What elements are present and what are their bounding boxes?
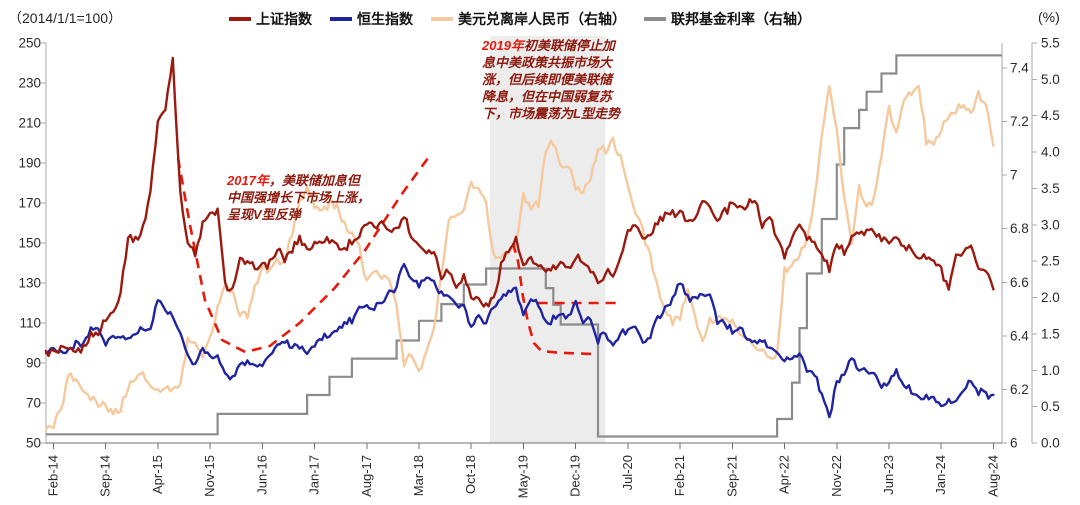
x-axis-tick-label: Dec-19 bbox=[568, 455, 583, 497]
y-axis-left-tick-label: 70 bbox=[26, 396, 41, 411]
hsi-line-marker-icon bbox=[330, 17, 352, 21]
x-axis-tick-label: Mar-18 bbox=[411, 455, 426, 496]
annotation-2017: 2017年，美联储加息但 中国强增长下市场上涨， 呈现V型反弹 bbox=[227, 172, 397, 223]
y-axis-cnh-tick-label: 7.2 bbox=[1010, 114, 1029, 129]
y-axis-cnh-tick-label: 6.8 bbox=[1010, 221, 1029, 236]
shaded-band-2019 bbox=[489, 36, 606, 443]
y-axis-ffr-tick-label: 3.5 bbox=[1041, 181, 1060, 196]
y-axis-left-tick-label: 250 bbox=[18, 36, 41, 51]
y-axis-ffr-tick-label: 1.5 bbox=[1041, 326, 1060, 341]
y-axis-ffr-tick-label: 2.0 bbox=[1041, 290, 1060, 305]
left-axis-note: （2014/1/1=100） bbox=[8, 10, 123, 26]
cnh-line-marker-icon bbox=[431, 17, 453, 21]
annotation-2019-year: 2019年 bbox=[482, 38, 524, 53]
legend-item-cnh: 美元兑离岸人民币（右轴） bbox=[431, 9, 626, 29]
series-fed-funds-rate-line bbox=[46, 54, 1002, 438]
legend-label: 恒生指数 bbox=[357, 11, 413, 27]
y-axis-ffr-tick-label: 5.0 bbox=[1041, 72, 1060, 87]
legend: 上证指数 恒生指数 美元兑离岸人民币（右轴） 联邦基金利率（右轴） bbox=[229, 9, 811, 29]
y-axis-cnh-tick-label: 6.2 bbox=[1010, 382, 1029, 397]
y-axis-left-tick-label: 170 bbox=[18, 196, 41, 211]
annotation-2017-year: 2017年 bbox=[227, 173, 269, 188]
x-axis-tick-label: Apr-15 bbox=[150, 455, 165, 494]
x-axis-tick-label: Jul-20 bbox=[620, 455, 635, 490]
y-axis-ffr-tick-label: 5.5 bbox=[1041, 36, 1060, 51]
annotation-2019: 2019年初美联储停止加 息中美政策共振市场大 涨，但后续即便美联储 降息，但在… bbox=[482, 37, 632, 122]
x-axis-tick-label: Sep-14 bbox=[98, 455, 113, 497]
x-axis-tick-label: May-19 bbox=[515, 455, 530, 498]
x-axis-tick-label: Feb-14 bbox=[45, 455, 60, 496]
x-axis-tick-label: Aug-24 bbox=[985, 455, 1000, 497]
x-axis-tick-label: Sep-21 bbox=[724, 455, 739, 497]
y-axis-cnh-tick-label: 6.4 bbox=[1010, 328, 1029, 343]
legend-item-hsi: 恒生指数 bbox=[330, 9, 413, 29]
y-axis-left-tick-label: 190 bbox=[18, 156, 41, 171]
legend-label: 美元兑离岸人民币（右轴） bbox=[458, 11, 626, 27]
sse-line-marker-icon bbox=[229, 17, 251, 21]
series-usdcnh-line bbox=[44, 84, 995, 431]
ffr-line-marker-icon bbox=[644, 17, 666, 21]
legend-item-sse: 上证指数 bbox=[229, 9, 312, 29]
x-axis-tick-label: Jan-24 bbox=[933, 455, 948, 495]
x-axis-tick-label: Jun-23 bbox=[881, 455, 896, 495]
legend-label: 联邦基金利率（右轴） bbox=[671, 11, 811, 27]
y-axis-left-tick-label: 150 bbox=[18, 236, 41, 251]
y-axis-ffr-tick-label: 1.0 bbox=[1041, 363, 1060, 378]
y-axis-left-tick-label: 230 bbox=[18, 76, 41, 91]
right-axis-note: (%) bbox=[1038, 9, 1060, 25]
guide-v-shape-2017 bbox=[176, 152, 433, 354]
x-axis-tick-label: Jan-17 bbox=[307, 455, 322, 495]
y-axis-left-tick-label: 90 bbox=[26, 356, 41, 371]
x-axis-tick-label: Nov-15 bbox=[202, 455, 217, 497]
series-shanghai-composite-line bbox=[44, 56, 995, 358]
y-axis-ffr-tick-label: 4.0 bbox=[1041, 145, 1060, 160]
x-axis-tick-label: Jun-16 bbox=[254, 455, 269, 495]
guide-l-shape-2019 bbox=[511, 242, 593, 356]
y-axis-left-tick-label: 210 bbox=[18, 116, 41, 131]
x-axis-tick-label: Nov-22 bbox=[829, 455, 844, 497]
y-axis-ffr-tick-label: 0.5 bbox=[1041, 399, 1060, 414]
y-axis-ffr-tick-label: 0.0 bbox=[1041, 436, 1060, 451]
y-axis-cnh-tick-label: 6.6 bbox=[1010, 275, 1029, 290]
y-axis-cnh-tick-label: 7.4 bbox=[1010, 61, 1029, 76]
legend-label: 上证指数 bbox=[256, 11, 312, 27]
annotation-2017-text: ，美联储加息但 中国强增长下市场上涨， 呈现V型反弹 bbox=[227, 173, 371, 222]
series-hang-seng-line bbox=[44, 262, 995, 419]
x-axis-tick-label: Oct-18 bbox=[463, 455, 478, 494]
y-axis-left-tick-label: 110 bbox=[19, 316, 41, 331]
x-axis-tick-label: Apr-22 bbox=[777, 455, 792, 494]
y-axis-ffr-tick-label: 2.5 bbox=[1041, 254, 1060, 269]
y-axis-left-tick-label: 130 bbox=[18, 276, 41, 291]
y-axis-left-tick-label: 50 bbox=[26, 436, 41, 451]
y-axis-ffr-tick-label: 3.0 bbox=[1041, 217, 1060, 232]
y-axis-ffr-tick-label: 4.5 bbox=[1041, 108, 1060, 123]
y-axis-cnh-tick-label: 7 bbox=[1010, 168, 1018, 183]
y-axis-cnh-tick-label: 6 bbox=[1010, 436, 1018, 451]
annotation-2019-text: 初美联储停止加 息中美政策共振市场大 涨，但后续即便美联储 降息，但在中国弱复苏… bbox=[482, 38, 620, 121]
legend-item-ffr: 联邦基金利率（右轴） bbox=[644, 9, 811, 29]
x-axis-tick-label: Feb-21 bbox=[672, 455, 687, 496]
x-axis-tick-label: Aug-17 bbox=[359, 455, 374, 497]
